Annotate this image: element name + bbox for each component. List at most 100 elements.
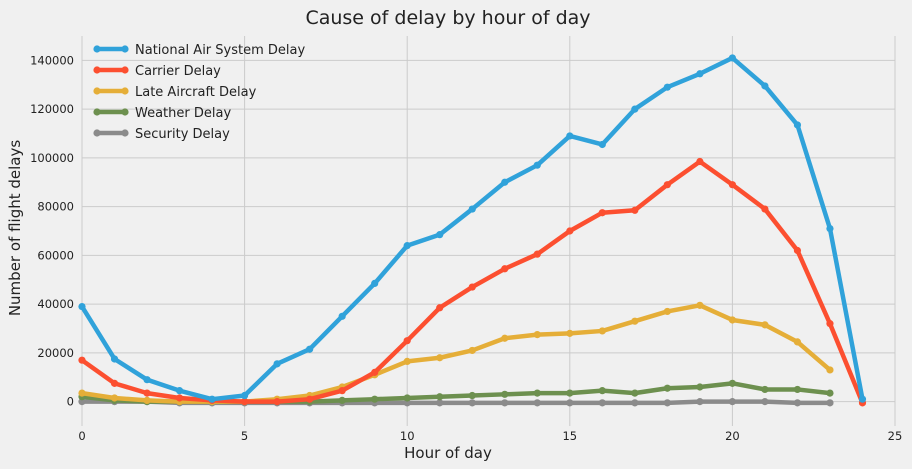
data-point [533, 161, 541, 169]
data-point [533, 389, 541, 397]
data-point [436, 231, 444, 239]
data-point [793, 399, 802, 407]
data-point [793, 385, 802, 394]
data-point [793, 246, 802, 255]
data-point [501, 178, 509, 186]
legend-label: Late Aircraft Delay [135, 85, 257, 100]
data-point [826, 389, 834, 397]
data-point [110, 355, 119, 363]
data-point [761, 385, 769, 394]
legend-item: Security Delay [93, 127, 230, 142]
data-point [598, 327, 606, 335]
data-point [761, 321, 769, 329]
data-point [761, 398, 769, 406]
data-point [143, 389, 151, 397]
y-tick-label: 120000 [30, 102, 74, 116]
legend-label: Carrier Delay [135, 64, 221, 79]
data-point [468, 346, 476, 355]
data-point [793, 338, 802, 346]
y-tick-label: 0 [67, 395, 74, 409]
series-national-air-system-delay [78, 54, 867, 403]
data-point [826, 224, 834, 233]
x-tick-label: 15 [562, 429, 577, 443]
data-point [761, 205, 769, 213]
data-point [566, 329, 574, 337]
data-point [78, 302, 86, 311]
y-tick-label: 60000 [37, 248, 74, 262]
data-point [468, 391, 476, 400]
legend: National Air System Delay Carrier Delay La… [93, 43, 305, 142]
data-point [110, 394, 119, 402]
data-point [566, 399, 574, 407]
data-point [403, 357, 411, 366]
data-point [175, 387, 184, 395]
data-point [728, 54, 737, 62]
data-point [663, 399, 671, 407]
data-point [728, 379, 737, 387]
data-point [728, 316, 737, 324]
data-point [501, 390, 509, 398]
legend-marker [121, 87, 129, 95]
data-point [175, 394, 184, 402]
data-point [826, 399, 834, 407]
legend-marker [121, 66, 129, 74]
data-point [78, 356, 86, 364]
data-point [598, 140, 606, 149]
data-point [598, 209, 606, 217]
data-point [371, 395, 379, 403]
data-point [436, 399, 444, 407]
y-tick-label: 80000 [37, 200, 74, 214]
data-point [696, 398, 704, 406]
data-point [858, 395, 867, 403]
data-point [501, 334, 509, 342]
data-point [631, 389, 639, 397]
legend-label: National Air System Delay [135, 43, 305, 58]
data-point [566, 389, 574, 397]
legend-item: Late Aircraft Delay [93, 85, 257, 100]
legend-marker [93, 129, 101, 137]
data-point [566, 132, 574, 140]
data-point [403, 242, 411, 250]
x-tick-label: 20 [725, 429, 740, 443]
chart-title: Cause of delay by hour of day [305, 7, 590, 29]
data-point [663, 384, 671, 392]
y-tick-label: 20000 [37, 346, 74, 360]
y-tick-label: 140000 [30, 53, 74, 67]
x-tick-label: 0 [78, 429, 85, 443]
data-point [793, 121, 802, 129]
tick-labels: 0 5 10 15 20 25 0 20000 40000 60000 80000 100000 120… [30, 53, 902, 443]
data-point [338, 312, 346, 320]
data-point [371, 368, 379, 376]
data-point [143, 376, 151, 384]
y-tick-label: 100000 [30, 151, 74, 165]
data-point [241, 391, 249, 400]
data-point [696, 157, 704, 166]
data-point [208, 395, 216, 403]
data-point [663, 83, 671, 91]
data-point [501, 265, 509, 273]
data-point [696, 301, 704, 309]
data-point [338, 387, 346, 395]
legend-marker [121, 108, 129, 116]
data-point [241, 398, 249, 406]
data-point [338, 396, 346, 405]
data-point [273, 398, 281, 406]
legend-marker [121, 129, 129, 137]
legend-marker [93, 45, 101, 53]
data-point [761, 82, 769, 90]
x-tick-label: 5 [241, 429, 248, 443]
data-point [826, 366, 834, 374]
data-point [728, 398, 737, 406]
x-tick-label: 25 [888, 429, 903, 443]
data-point [631, 206, 639, 214]
data-point [663, 307, 671, 316]
legend-marker [121, 45, 129, 53]
y-axis-label: Number of flight delays [6, 140, 24, 317]
data-point [631, 105, 639, 113]
legend-marker [93, 87, 101, 95]
legend-label: Security Delay [135, 127, 230, 142]
data-point [436, 304, 444, 312]
legend-marker [93, 108, 101, 116]
